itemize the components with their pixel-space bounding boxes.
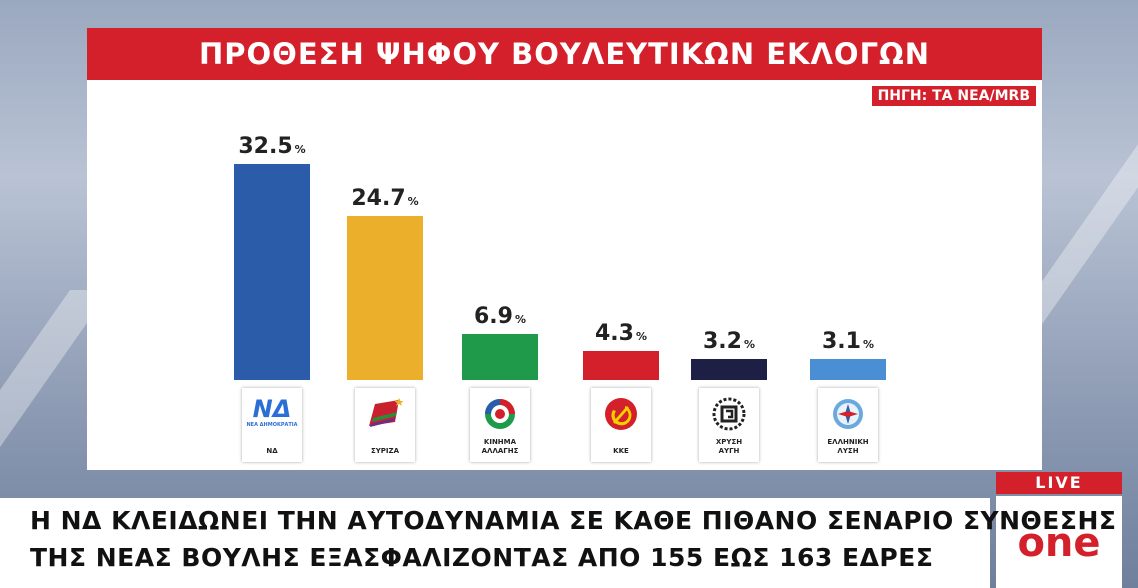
bar-0 xyxy=(234,164,310,380)
value-number: 24.7 xyxy=(351,186,406,211)
bar-5 xyxy=(810,359,886,380)
party-name-line: ΚΙΝΗΜΑ xyxy=(483,438,517,446)
value-label-5: 3.1% xyxy=(800,329,896,354)
party-logo-4: ΧΡΥΣΗ ΑΥΓΗ xyxy=(699,388,759,462)
party-logo-2: ΚΙΝΗΜΑ ΑΛΛΑΓΗΣ xyxy=(470,388,530,462)
syriza-flag-icon xyxy=(369,398,404,427)
percent-sign: % xyxy=(294,143,306,156)
ticker-line-1: Η ΝΔ ΚΛΕΙΔΩΝΕΙ ΤΗΝ ΑΥΤΟΔΥΝΑΜΙΑ ΣΕ ΚΑΘΕ Π… xyxy=(30,506,1117,535)
hammer-sickle-icon xyxy=(605,398,637,430)
party-logo-0: ΝΔ ΝΕΑ ΔΗΜΟΚΡΑΤΙΑ ΝΔ xyxy=(242,388,302,462)
meander-wreath-icon xyxy=(712,397,746,431)
party-name: ΚΚΕ xyxy=(591,447,651,456)
value-number: 3.1 xyxy=(821,329,861,354)
percent-sign: % xyxy=(635,330,647,343)
value-number: 6.9 xyxy=(473,304,513,329)
percent-sign: % xyxy=(743,338,755,351)
party-name: ΣΥΡΙΖΑ xyxy=(355,447,415,456)
party-name: ΕΛΛΗΝΙΚΗ ΛΥΣΗ xyxy=(818,438,878,456)
party-name: ΧΡΥΣΗ ΑΥΓΗ xyxy=(699,438,759,456)
party-logo-1: ΣΥΡΙΖΑ xyxy=(355,388,415,462)
party-name-line: ΑΥΓΗ xyxy=(718,447,740,455)
value-label-1: 24.7% xyxy=(337,186,433,211)
party-name-line: ΝΔ xyxy=(266,447,278,455)
party-name: ΚΙΝΗΜΑ ΑΛΛΑΓΗΣ xyxy=(470,438,530,456)
party-name-line: ΧΡΥΣΗ xyxy=(715,438,743,446)
value-number: 4.3 xyxy=(594,321,634,346)
party-name: ΝΔ xyxy=(242,447,302,456)
chart-panel: ΠΗΓΗ: ΤΑ ΝΕΑ/MRB 32.5% ΝΔ ΝΕΑ ΔΗΜΟΚΡΑΤΙΑ ΝΔ… xyxy=(87,80,1042,470)
party-name-line: ΕΛΛΗΝΙΚΗ xyxy=(827,438,869,446)
source-label: ΠΗΓΗ: ΤΑ ΝΕΑ/MRB xyxy=(871,86,1036,106)
party-name-line: ΚΚΕ xyxy=(613,447,629,455)
chart-title: ΠΡΟΘΕΣΗ ΨΗΦΟΥ ΒΟΥΛΕΥΤΙΚΩΝ ΕΚΛΟΓΩΝ xyxy=(87,28,1042,80)
nd-logo-icon: ΝΔ xyxy=(252,395,292,423)
party-name-line: ΣΥΡΙΖΑ xyxy=(370,447,400,455)
nd-logo-subtext: ΝΕΑ ΔΗΜΟΚΡΑΤΙΑ xyxy=(246,422,298,428)
live-badge: LIVE xyxy=(996,472,1122,494)
value-label-0: 32.5% xyxy=(224,134,320,159)
bar-3 xyxy=(583,351,659,380)
greek-solution-logo-icon xyxy=(833,399,863,429)
channel-logo: one xyxy=(996,496,1122,588)
bar-4 xyxy=(691,359,767,380)
value-number: 3.2 xyxy=(702,329,742,354)
bar-1 xyxy=(347,216,423,380)
party-logo-5: ΕΛΛΗΝΙΚΗ ΛΥΣΗ xyxy=(818,388,878,462)
percent-sign: % xyxy=(862,338,874,351)
party-name-line: ΛΥΣΗ xyxy=(837,447,859,455)
value-label-2: 6.9% xyxy=(452,304,548,329)
bar-2 xyxy=(462,334,538,380)
value-label-3: 4.3% xyxy=(573,321,669,346)
percent-sign: % xyxy=(514,313,526,326)
news-ticker: Η ΝΔ ΚΛΕΙΔΩΝΕΙ ΤΗΝ ΑΥΤΟΔΥΝΑΜΙΑ ΣΕ ΚΑΘΕ Π… xyxy=(0,498,1116,588)
percent-sign: % xyxy=(407,195,419,208)
party-name-line: ΑΛΛΑΓΗΣ xyxy=(481,447,519,455)
one-logo-text: one xyxy=(1017,520,1101,566)
party-logo-3: ΚΚΕ xyxy=(591,388,651,462)
kinal-logo-icon xyxy=(485,399,515,429)
value-number: 32.5 xyxy=(238,134,293,159)
ticker-line-2: ΤΗΣ ΝΕΑΣ ΒΟΥΛΗΣ ΕΞΑΣΦΑΛΙΖΟΝΤΑΣ ΑΠΟ 155 Ε… xyxy=(30,543,934,572)
value-label-4: 3.2% xyxy=(681,329,777,354)
